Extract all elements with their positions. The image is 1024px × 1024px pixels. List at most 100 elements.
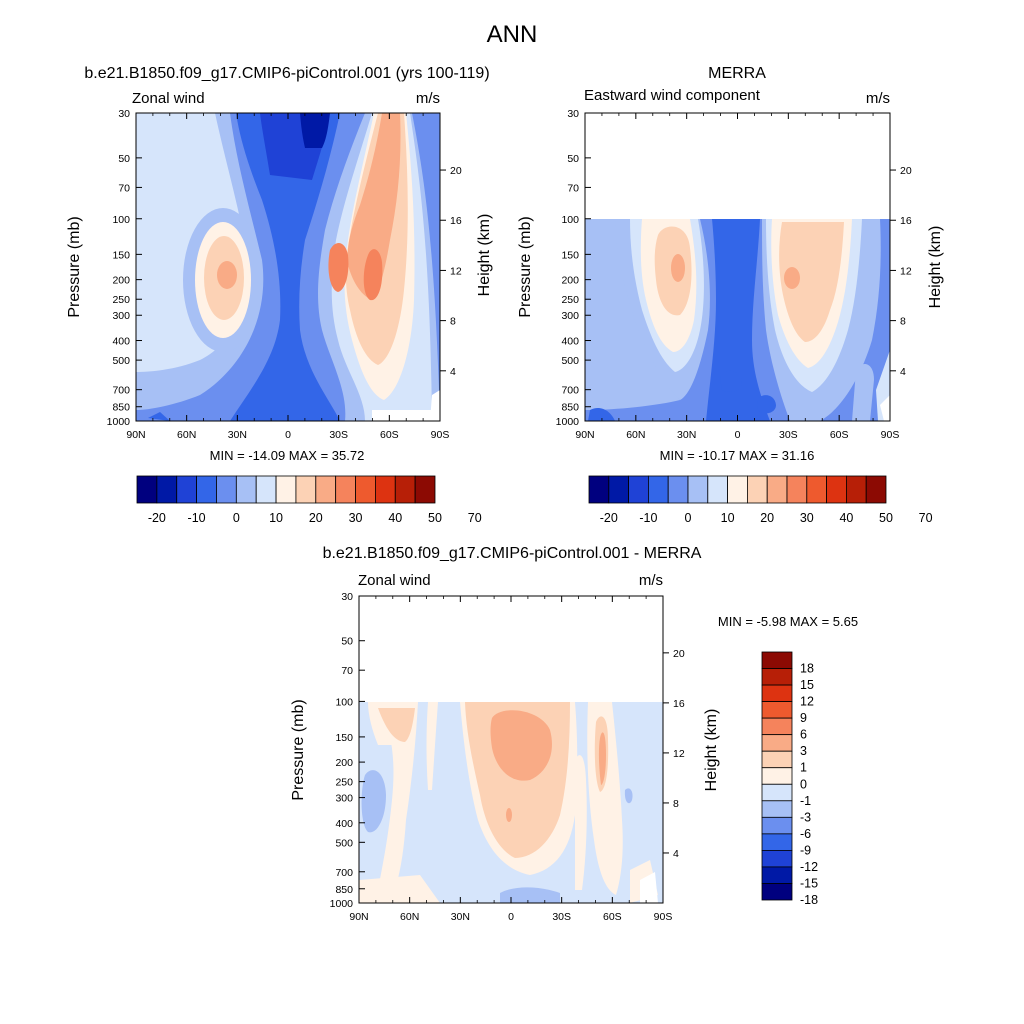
height-tick-label: 8: [673, 798, 679, 810]
x-tick-label: 30S: [552, 911, 571, 923]
colorbar-label: 20: [760, 511, 774, 525]
colorbar-swatch: [394, 475, 416, 504]
x-tick-label: 30N: [451, 911, 470, 923]
colorbar-swatch: [295, 475, 317, 504]
colorbar-swatch: [255, 475, 277, 504]
height-tick-label: 4: [900, 366, 906, 378]
contour-field: [359, 702, 663, 903]
y-tick-label: 500: [112, 355, 130, 367]
colorbar-swatch: [747, 475, 768, 504]
x-tick-label: 60N: [177, 429, 196, 441]
height-tick-label: 4: [450, 366, 456, 378]
x-tick-label: 0: [508, 911, 514, 923]
x-tick-label: 30S: [779, 429, 798, 441]
panel-left-label: Zonal wind: [358, 572, 431, 589]
y-tick-label: 50: [118, 153, 130, 165]
y-tick-label: 500: [561, 355, 579, 367]
height-tick-label: 16: [900, 215, 912, 227]
contour-field: [136, 113, 440, 421]
colorbar-swatch: [216, 475, 237, 504]
height-tick-label: 8: [900, 316, 906, 328]
x-tick-label: 0: [285, 429, 291, 441]
y-tick-label: 400: [335, 818, 353, 830]
colorbar-swatch: [628, 475, 649, 504]
colorbar-label: 6: [800, 728, 807, 742]
colorbar-swatch: [761, 734, 793, 752]
x-tick-label: 60S: [380, 429, 399, 441]
colorbar-swatch: [315, 475, 337, 504]
colorbar-label: -10: [639, 511, 657, 525]
colorbar-swatch: [761, 701, 793, 719]
y-tick-label: 250: [112, 294, 130, 306]
colorbar-swatch: [667, 475, 689, 504]
colorbar-label: 0: [800, 777, 807, 791]
colorbar-swatch: [727, 475, 748, 504]
panel-left-label: Eastward wind component: [584, 87, 761, 104]
y-tick-label: 100: [335, 696, 353, 708]
x-tick-label: 60N: [400, 911, 419, 923]
min-max-label: MIN = -10.17 MAX = 31.16: [660, 448, 815, 463]
colorbar-label: 10: [721, 511, 735, 525]
colorbar-label: 40: [839, 511, 853, 525]
colorbar-label: 9: [800, 711, 807, 725]
height-tick-label: 12: [900, 265, 912, 277]
colorbar-label: -10: [188, 511, 206, 525]
colorbar-label: 15: [800, 678, 814, 692]
colorbar-label: 3: [800, 744, 807, 758]
axes-merra: 90N 60N 30N 0 30S 60S 90S 30 50 70 100 150 200 250 300…: [556, 108, 912, 441]
y-tick-label: 50: [341, 636, 353, 648]
y-tick-label: 200: [561, 275, 579, 287]
y-tick-label: 850: [112, 402, 130, 414]
x-tick-label: 0: [735, 429, 741, 441]
contour-field: [585, 219, 890, 421]
y-axis-label-height: Height (km): [927, 226, 944, 309]
colorbar-label: 0: [685, 511, 692, 525]
y-axis-label-height: Height (km): [476, 214, 493, 297]
height-tick-label: 12: [450, 265, 462, 277]
y-tick-label: 1000: [107, 416, 131, 428]
colorbar-label: -1: [800, 794, 811, 808]
colorbar-swatch: [761, 816, 793, 835]
y-tick-label: 200: [112, 275, 130, 287]
colorbar-swatch: [648, 475, 669, 504]
colorbar-merra: -20 -10 0 10 20 30 40 50 70: [588, 475, 933, 525]
panel-units-label: m/s: [416, 90, 440, 107]
colorbar-label: 10: [269, 511, 283, 525]
height-tick-label: 4: [673, 848, 679, 860]
height-tick-label: 20: [450, 165, 462, 177]
colorbar-swatch: [608, 475, 629, 504]
x-tick-label: 90S: [654, 911, 673, 923]
colorbar-label: 70: [919, 511, 933, 525]
colorbar-swatch: [761, 783, 793, 802]
colorbar-swatch: [766, 475, 788, 504]
y-tick-label: 400: [561, 336, 579, 348]
colorbar-swatch: [707, 475, 728, 504]
colorbar-label: 50: [428, 511, 442, 525]
colorbar-swatch: [761, 767, 793, 785]
panel-model: b.e21.B1850.f09_g17.CMIP6-piControl.001 …: [66, 65, 493, 463]
panel-units-label: m/s: [866, 90, 890, 107]
x-tick-label: 60S: [603, 911, 622, 923]
x-tick-label: 90N: [575, 429, 594, 441]
colorbar-label: 40: [388, 511, 402, 525]
colorbar-label: 12: [800, 695, 814, 709]
colorbar-label: 1: [800, 761, 807, 775]
x-tick-label: 90S: [881, 429, 900, 441]
colorbar-label: -20: [148, 511, 166, 525]
panel-left-label: Zonal wind: [132, 90, 205, 107]
panel-title: b.e21.B1850.f09_g17.CMIP6-piControl.001 …: [323, 545, 702, 562]
colorbar-swatch: [196, 475, 217, 504]
colorbar-swatch: [761, 866, 793, 884]
colorbar-swatch: [806, 475, 827, 504]
y-axis-label-pressure: Pressure (mb): [290, 699, 307, 800]
height-tick-label: 8: [450, 316, 456, 328]
colorbar-swatch: [761, 833, 793, 851]
colorbar-swatch: [687, 475, 709, 504]
y-tick-label: 700: [112, 385, 130, 397]
y-axis-label-pressure: Pressure (mb): [517, 216, 534, 317]
y-tick-label: 70: [567, 182, 579, 194]
colorbar-swatch: [136, 475, 158, 504]
colorbar-swatch: [176, 475, 198, 504]
y-tick-label: 500: [335, 837, 353, 849]
colorbar-label: 20: [309, 511, 323, 525]
